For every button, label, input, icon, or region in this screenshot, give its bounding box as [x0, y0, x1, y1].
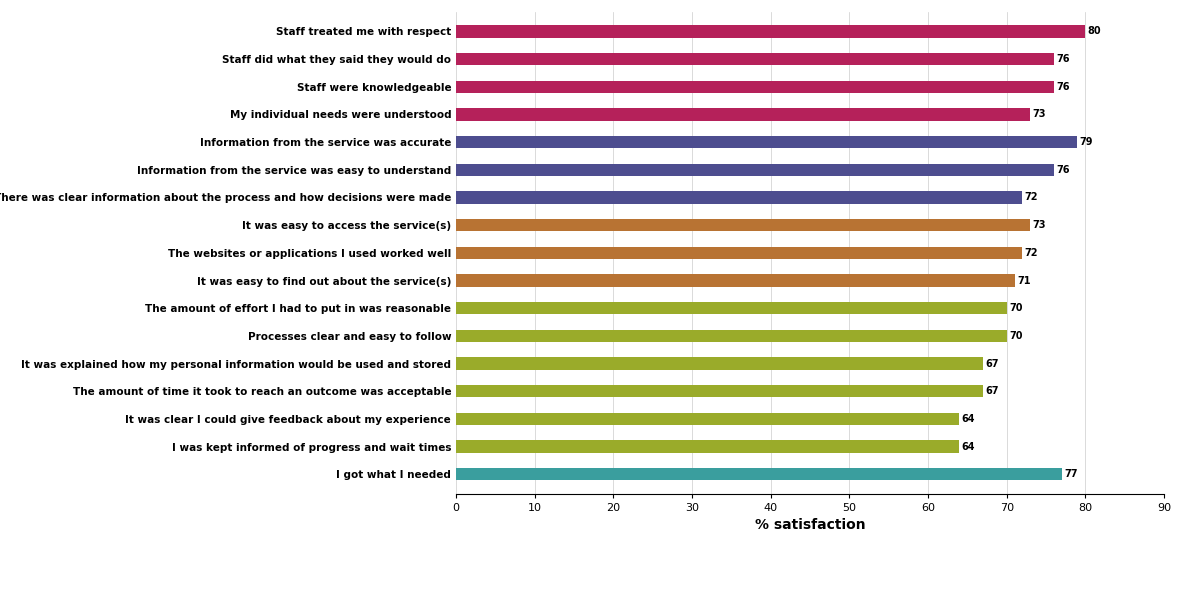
- Bar: [456, 413, 960, 425]
- Bar: [456, 440, 960, 453]
- Text: 70: 70: [1009, 303, 1022, 313]
- Bar: [456, 247, 1022, 259]
- Bar: [456, 81, 1054, 93]
- Text: 73: 73: [1033, 110, 1046, 119]
- Bar: [456, 164, 1054, 176]
- Text: 77: 77: [1064, 470, 1078, 479]
- Text: 64: 64: [962, 442, 976, 452]
- Text: 76: 76: [1056, 165, 1069, 175]
- Text: 70: 70: [1009, 331, 1022, 341]
- X-axis label: % satisfaction: % satisfaction: [755, 518, 865, 532]
- Bar: [456, 191, 1022, 203]
- Text: 80: 80: [1087, 26, 1102, 36]
- Text: 64: 64: [962, 414, 976, 424]
- Text: 72: 72: [1025, 193, 1038, 202]
- Text: 72: 72: [1025, 248, 1038, 258]
- Bar: [456, 385, 983, 397]
- Text: 76: 76: [1056, 82, 1069, 92]
- Bar: [456, 219, 1031, 231]
- Bar: [456, 136, 1078, 148]
- Text: 73: 73: [1033, 220, 1046, 230]
- Text: 67: 67: [985, 359, 998, 368]
- Text: 71: 71: [1016, 276, 1031, 285]
- Text: 76: 76: [1056, 54, 1069, 64]
- Text: 79: 79: [1080, 137, 1093, 147]
- Bar: [456, 330, 1007, 342]
- Bar: [456, 53, 1054, 66]
- Bar: [456, 302, 1007, 314]
- Legend: Outcome, Process, Access, Information, Staff: Outcome, Process, Access, Information, S…: [619, 599, 1072, 602]
- Bar: [456, 358, 983, 370]
- Bar: [456, 25, 1085, 38]
- Bar: [456, 468, 1062, 480]
- Text: 67: 67: [985, 386, 998, 396]
- Bar: [456, 275, 1014, 287]
- Bar: [456, 108, 1031, 120]
